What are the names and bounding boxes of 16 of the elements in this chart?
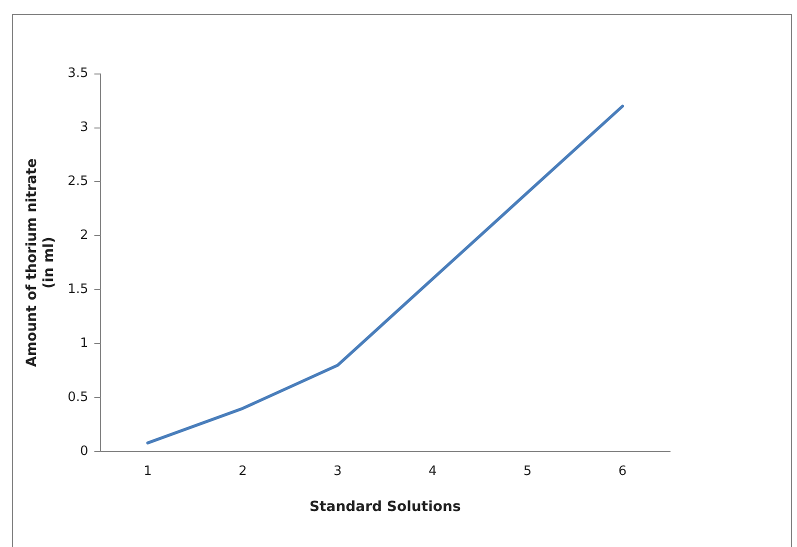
y-tick-label: 3 [80,120,88,136]
x-tick-label: 4 [428,464,437,479]
y-tick-label: 0 [80,444,88,459]
x-tick-label: 1 [144,464,152,479]
y-tick-label: 0.5 [68,390,88,406]
y-tick-label: 1 [80,336,88,352]
x-tick-label: 6 [618,464,627,479]
x-tick-label: 5 [523,464,532,479]
x-axis-title: Standard Solutions [309,499,461,516]
y-tick-label: 2 [80,228,88,244]
y-axis-title: Amount of thorium nitrate (in ml) [24,158,57,367]
y-tick-label: 3.5 [68,66,88,82]
x-tick-label: 3 [334,464,342,479]
y-tick-label: 1.5 [68,282,88,298]
x-tick-label: 2 [238,464,247,479]
y-tick-label: 2.5 [68,174,88,190]
